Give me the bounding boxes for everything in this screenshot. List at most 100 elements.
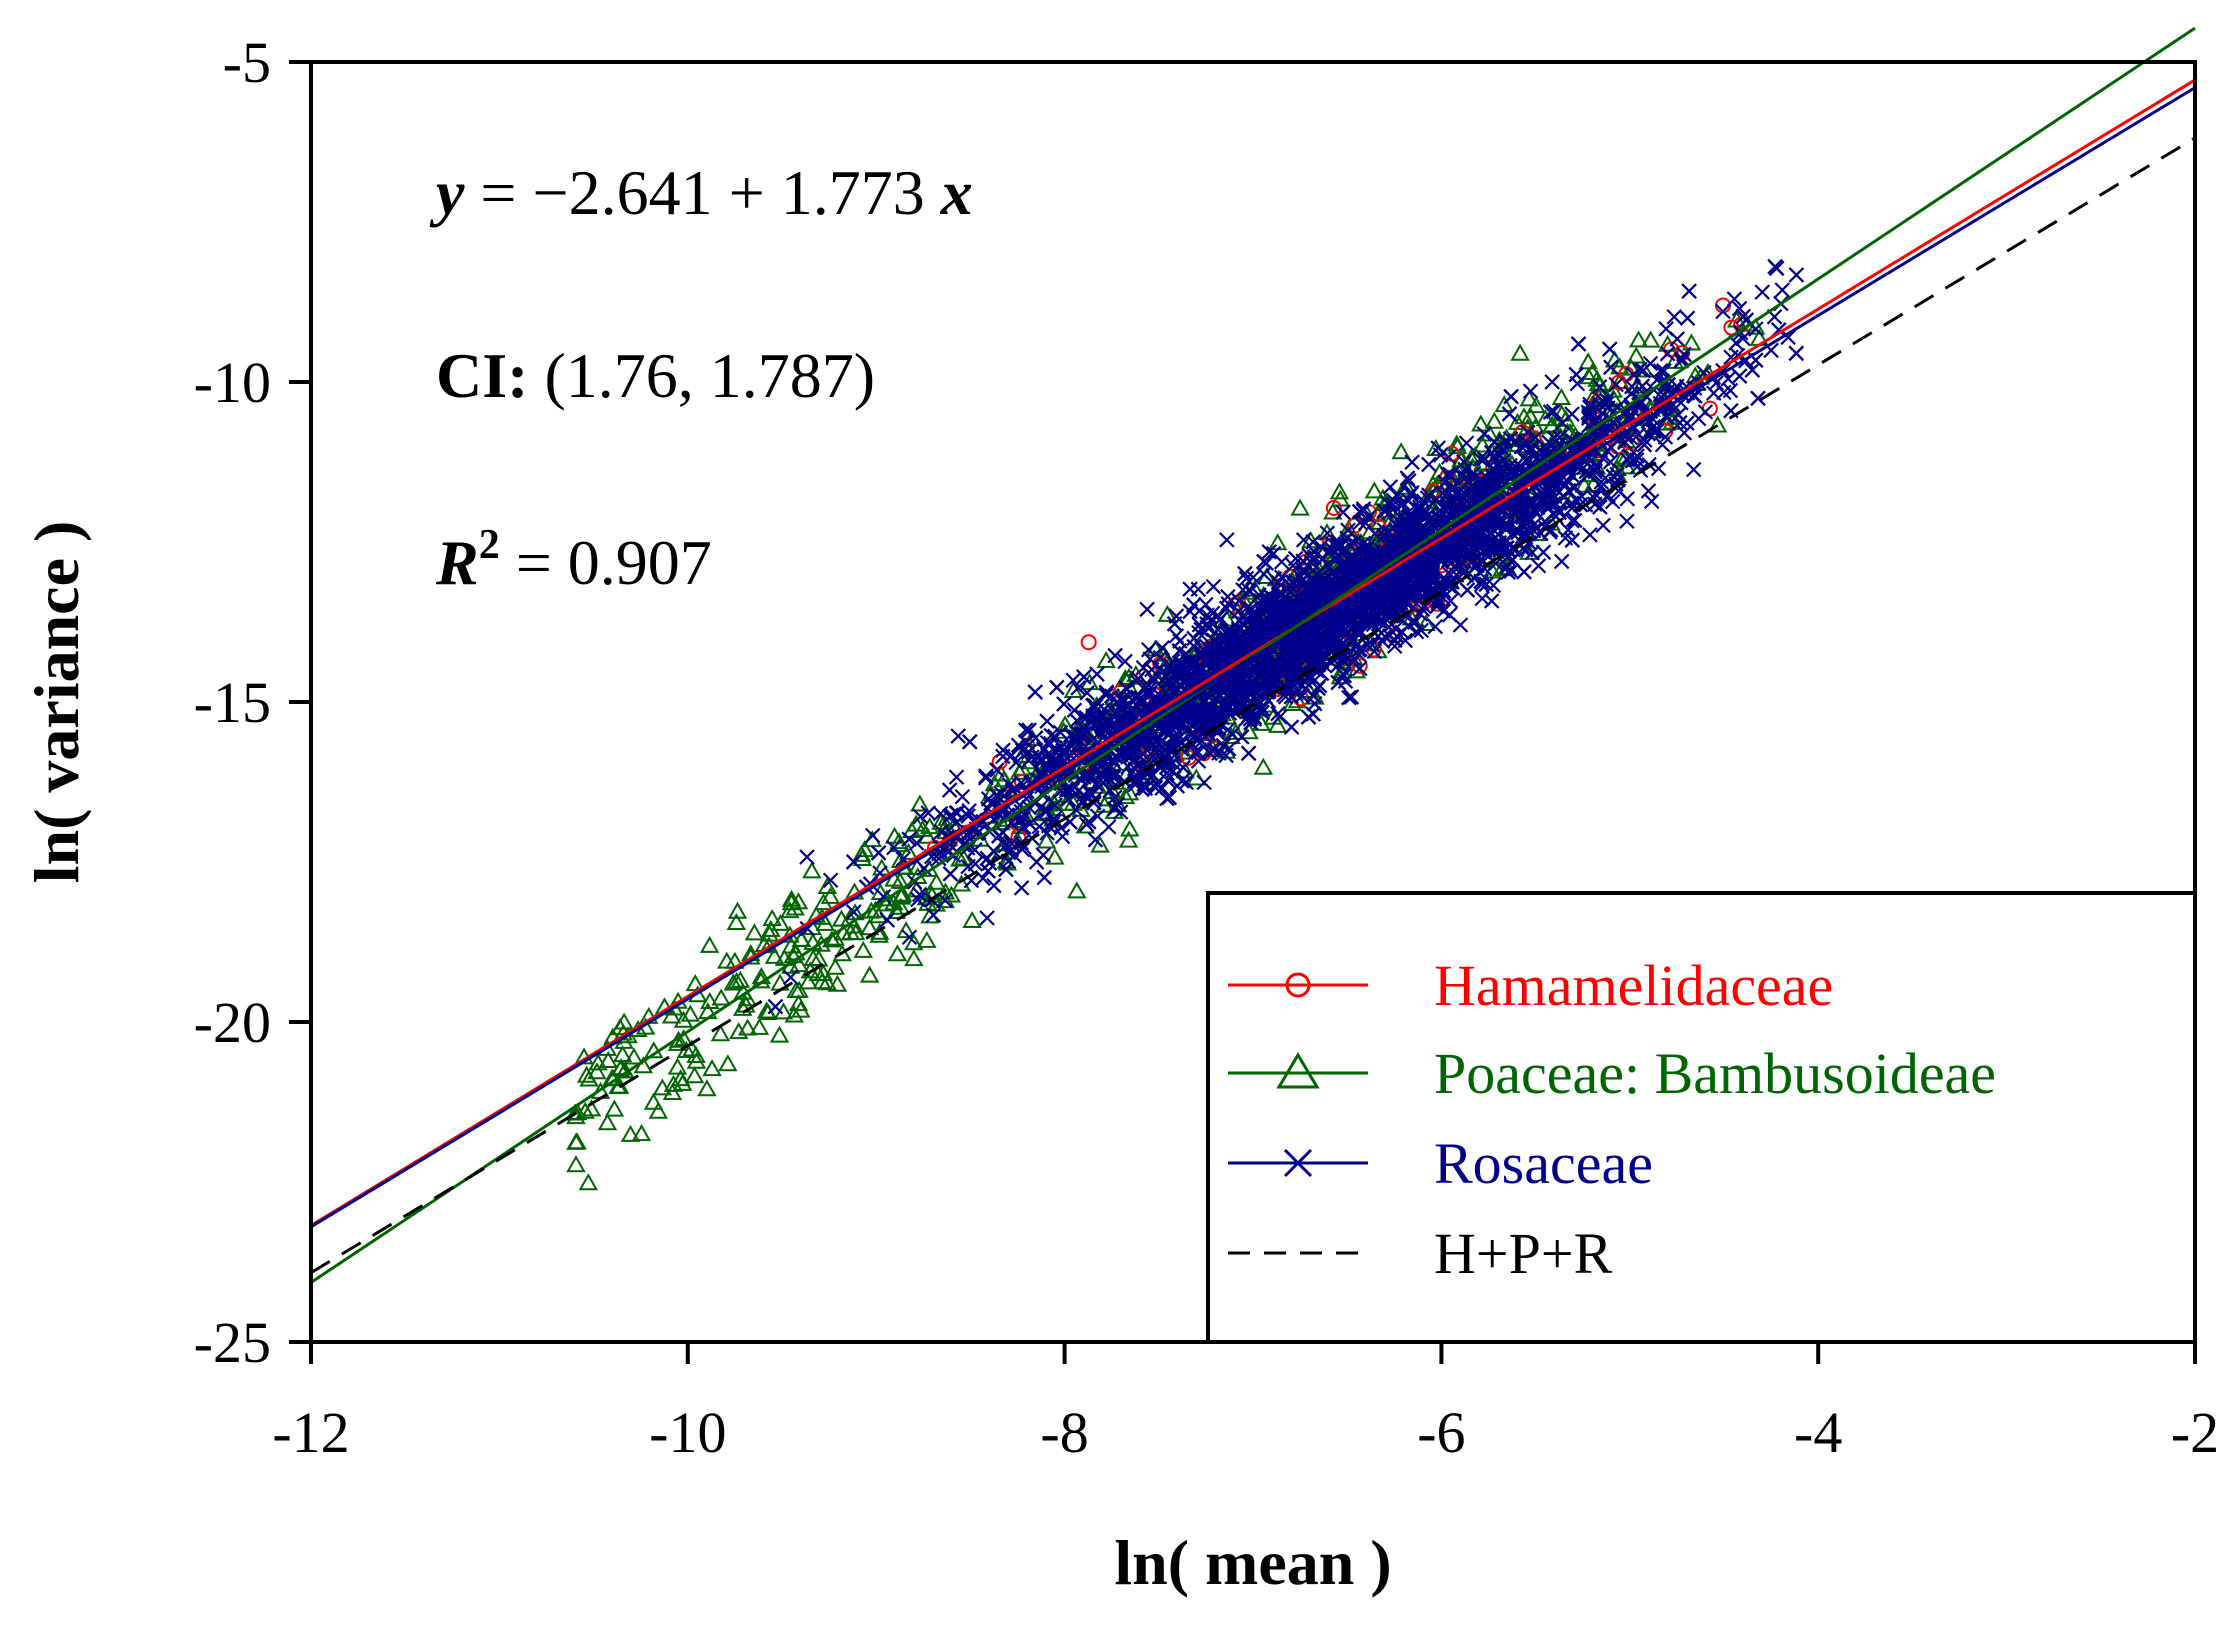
data-point-rosaceae [864,827,881,844]
data-point-rosaceae [1017,722,1034,738]
data-point-rosaceae [1284,674,1300,691]
data-point-rosaceae [1564,513,1580,529]
data-point-rosaceae [1047,797,1063,814]
data-point-poaceae [1157,604,1178,622]
data-point-rosaceae [1666,309,1683,325]
legend-label-poaceae: Poaceae: Bambusoideae [1434,1041,1996,1106]
data-point-poaceae [728,1022,749,1040]
data-point-rosaceae [1657,429,1674,445]
data-point-poaceae [991,764,1011,782]
data-point-poaceae [784,1005,804,1023]
data-point-rosaceae [1319,525,1336,541]
data-point-rosaceae [1609,399,1626,416]
data-point-poaceae [941,885,962,903]
data-point-rosaceae [1439,466,1456,483]
data-point-rosaceae [980,791,997,807]
data-point-rosaceae [1726,291,1743,307]
data-point-rosaceae [1219,532,1235,548]
data-point-rosaceae [1503,470,1519,486]
data-point-rosaceae [1107,705,1123,721]
data-point-rosaceae [1206,715,1222,732]
data-point-rosaceae [1056,696,1072,712]
data-point-rosaceae [1455,490,1472,506]
data-point-rosaceae [1672,414,1688,431]
data-point-rosaceae [1459,582,1476,598]
data-point-rosaceae [1073,726,1090,743]
data-point-rosaceae [1381,504,1398,521]
data-point-rosaceae [1214,630,1230,647]
data-point-rosaceae [1060,791,1077,807]
data-point-rosaceae [1502,430,1519,447]
data-point-poaceae [565,1103,585,1121]
data-point-poaceae [832,944,852,962]
data-point-rosaceae [1679,310,1696,326]
x-tick-label: -8 [1040,1400,1088,1465]
data-point-poaceae [1120,819,1140,837]
data-point-rosaceae [1166,616,1183,632]
data-point-rosaceae [1520,452,1536,469]
data-point-rosaceae [1527,429,1544,446]
data-point-rosaceae [1564,500,1580,516]
data-point-poaceae [1045,847,1065,865]
data-point-poaceae [887,944,908,962]
data-point-rosaceae [1193,733,1210,749]
data-point-poaceae [1640,330,1661,348]
data-point-poaceae [884,826,905,844]
fit-line [310,86,2196,1229]
data-point-rosaceae [1514,498,1530,514]
data-point-poaceae [904,933,924,951]
data-point-rosaceae [1389,574,1405,590]
data-point-poaceae [781,936,801,954]
y-tick-label: -15 [194,670,271,735]
data-point-rosaceae [1261,544,1278,560]
data-point-rosaceae [1514,463,1531,480]
data-point-rosaceae [1199,688,1216,704]
data-point-poaceae [1253,757,1274,775]
data-point-rosaceae [1731,368,1748,384]
data-point-rosaceae [986,877,1002,894]
data-point-rosaceae [1569,492,1585,509]
data-point-poaceae [1626,346,1646,364]
data-point-rosaceae [886,839,902,856]
data-point-poaceae [1009,762,1029,780]
data-point-rosaceae [1376,522,1393,538]
data-point-rosaceae [1245,569,1261,586]
data-point-rosaceae [1634,378,1651,394]
data-point-rosaceae [1412,606,1429,622]
data-point-rosaceae [1087,832,1104,848]
data-point-rosaceae [1536,518,1553,535]
data-point-rosaceae [1300,709,1317,725]
data-point-poaceae [904,949,924,967]
data-point-rosaceae [1374,543,1390,559]
data-point-poaceae [717,951,737,969]
data-point-rosaceae [937,892,953,909]
data-point-rosaceae [963,872,980,889]
data-point-rosaceae [870,845,887,861]
data-point-rosaceae [1174,710,1191,726]
data-point-rosaceae [1013,880,1030,896]
data-point-rosaceae [1205,578,1222,595]
data-point-rosaceae [1544,486,1560,503]
data-point-rosaceae [1270,705,1286,722]
data-point-poaceae [620,1124,641,1142]
data-point-rosaceae [1629,448,1645,464]
data-point-rosaceae [1110,704,1126,721]
data-point-rosaceae [1315,550,1331,567]
data-point-poaceae [598,1051,618,1069]
data-point-rosaceae [1331,536,1348,553]
data-point-rosaceae [1202,745,1218,762]
data-point-rosaceae [1542,404,1559,420]
data-point-rosaceae [1314,637,1330,653]
data-point-rosaceae [1476,426,1493,442]
data-point-rosaceae [1570,336,1587,352]
data-point-poaceae [588,1053,608,1071]
data-point-rosaceae [1413,622,1429,639]
data-point-rosaceae [1010,737,1027,754]
data-point-hamamelidaceae [1723,319,1740,336]
data-point-rosaceae [1186,597,1202,613]
data-point-rosaceae [1458,435,1475,451]
data-point-poaceae [798,972,819,990]
x-marker-icon [1283,1148,1313,1178]
data-point-rosaceae [1280,602,1297,619]
data-point-poaceae [859,965,880,983]
